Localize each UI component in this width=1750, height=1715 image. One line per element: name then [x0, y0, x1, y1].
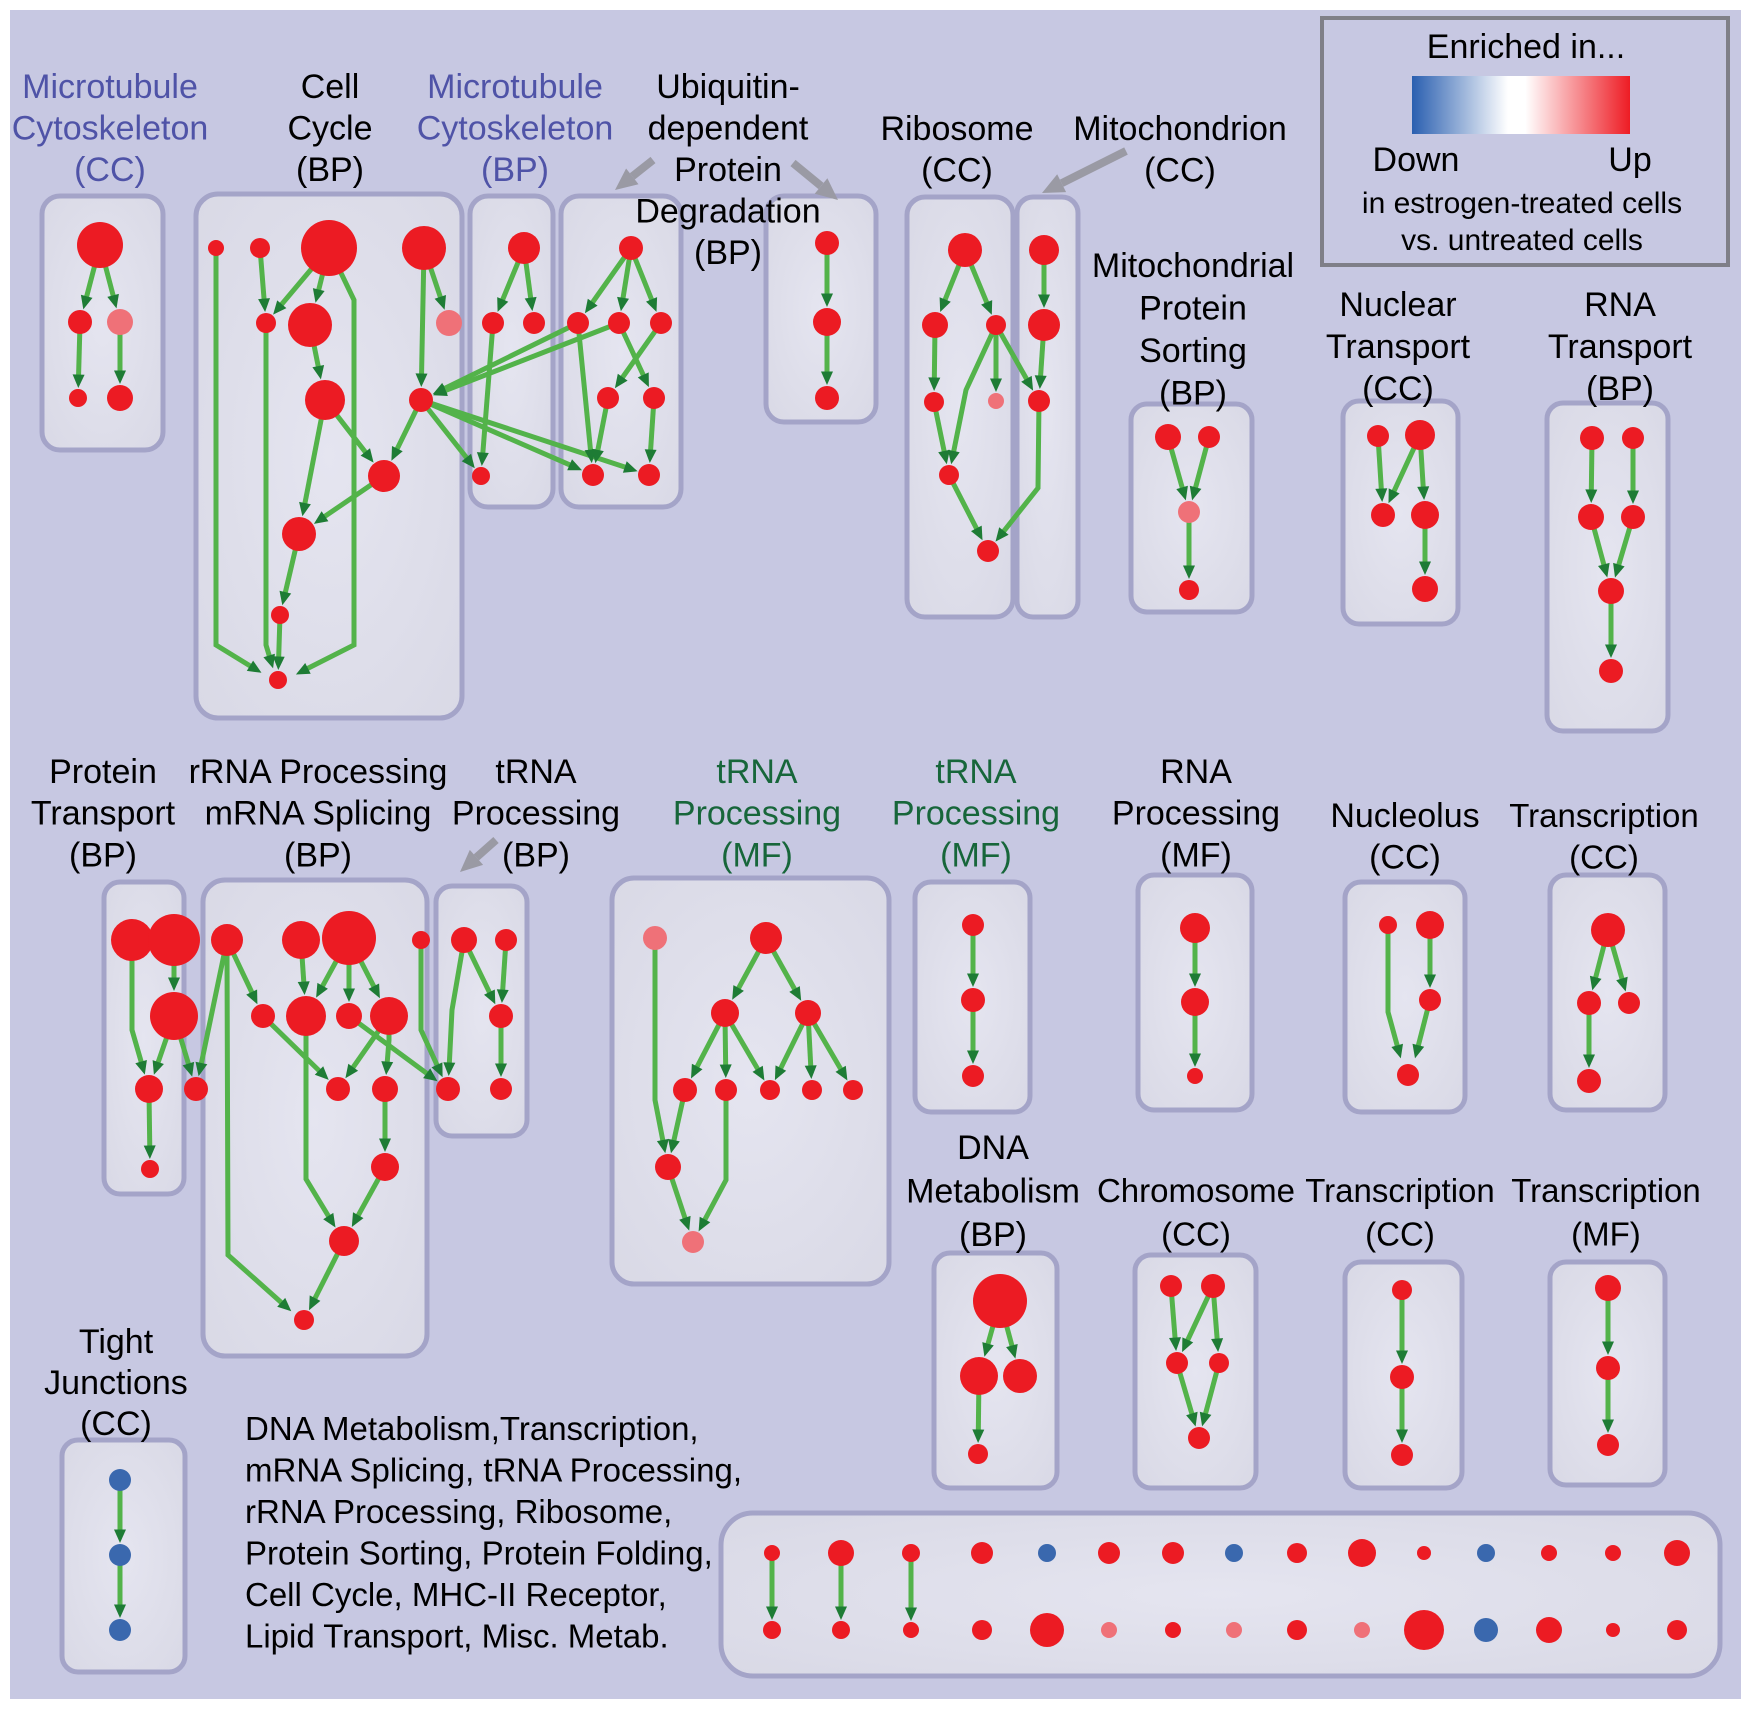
svg-text:Ribosome(CC): Ribosome (CC) — [880, 110, 1033, 190]
svg-text:Transcription(CC): Transcription (CC) — [1509, 797, 1699, 876]
svg-text:Down: Down — [1373, 141, 1460, 179]
svg-text:Transcription(MF): Transcription (MF) — [1511, 1172, 1701, 1253]
svg-text:Chromosome(CC): Chromosome (CC) — [1097, 1172, 1295, 1253]
svg-text:Transcription(CC): Transcription (CC) — [1305, 1172, 1495, 1253]
svg-text:Nucleolus(CC): Nucleolus (CC) — [1330, 797, 1479, 877]
svg-text:in estrogen-treated cells: in estrogen-treated cells — [1362, 187, 1682, 220]
svg-text:Enriched in...: Enriched in... — [1427, 28, 1625, 66]
svg-text:vs. untreated cells: vs. untreated cells — [1401, 224, 1643, 257]
svg-text:Up: Up — [1608, 141, 1651, 179]
svg-text:DNA Metabolism,Transcription,m: DNA Metabolism,Transcription, mRNA Splici… — [245, 1410, 742, 1655]
svg-text:Mitochondrion(CC): Mitochondrion (CC) — [1073, 110, 1287, 190]
